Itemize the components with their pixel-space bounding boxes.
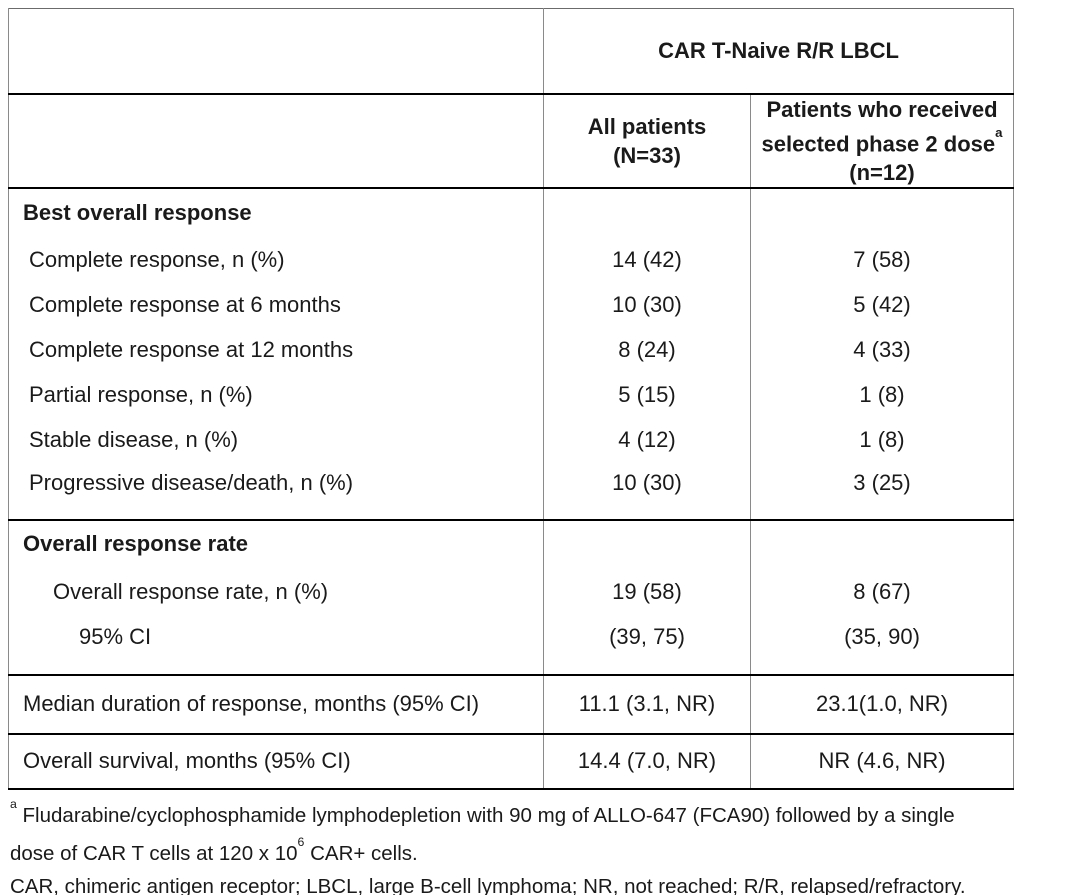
cell-phase2: 1 (8) [749, 372, 1015, 418]
table-row: Complete response at 6 months 10 (30) 5 … [8, 282, 1015, 328]
table-row: Progressive disease/death, n (%) 10 (30)… [8, 462, 1015, 520]
footnote-marker-a: a [10, 797, 17, 812]
empty-corner-cell [8, 8, 544, 95]
cell-all-patients: 10 (30) [543, 282, 751, 328]
cell-phase2: 4 (33) [749, 327, 1015, 373]
empty-header-cell [8, 93, 544, 189]
cell-all-patients: (39, 75) [543, 615, 751, 675]
cell-phase2: 7 (58) [749, 237, 1015, 283]
cell-phase2: (35, 90) [749, 615, 1015, 675]
table-row: CAR T-Naive R/R LBCL [8, 8, 1015, 95]
row-label: Complete response at 12 months [8, 327, 544, 373]
table-row: Complete response, n (%) 14 (42) 7 (58) [8, 237, 1015, 283]
row-label: Complete response at 6 months [8, 282, 544, 328]
cell-all-patients: 14.4 (7.0, NR) [543, 732, 751, 790]
footnote-dose: a Fludarabine/cyclophosphamide lymphodep… [10, 794, 1076, 870]
phase2-line3: (n=12) [849, 159, 915, 185]
table-row: 95% CI (39, 75) (35, 90) [8, 615, 1015, 675]
section-header-best-overall-response: Best overall response [8, 186, 544, 238]
table-row: Overall survival, months (95% CI) 14.4 (… [8, 732, 1015, 790]
cell-phase2: 5 (42) [749, 282, 1015, 328]
footnotes: a Fludarabine/cyclophosphamide lymphodep… [10, 794, 1076, 895]
row-label: Median duration of response, months (95%… [8, 673, 544, 734]
cell-all-patients: 5 (15) [543, 372, 751, 418]
row-label: Progressive disease/death, n (%) [8, 462, 544, 520]
footnote-abbreviations: CAR, chimeric antigen receptor; LBCL, la… [10, 874, 966, 895]
cell-phase2 [749, 186, 1015, 238]
table-row: Overall response rate, n (%) 19 (58) 8 (… [8, 567, 1015, 616]
cell-phase2: 8 (67) [749, 567, 1015, 616]
cell-all-patients: 11.1 (3.1, NR) [543, 673, 751, 734]
cell-phase2: 23.1(1.0, NR) [749, 673, 1015, 734]
row-label: Partial response, n (%) [8, 372, 544, 418]
footnote-dose-line2-part1: dose of CAR T cells at 120 x 10 [10, 841, 298, 865]
footnote-dose-line2-part2: CAR+ cells. [304, 841, 418, 865]
all-patients-line1: All patients [587, 113, 707, 139]
cell-all-patients: 19 (58) [543, 567, 751, 616]
table-row: Best overall response [8, 186, 1015, 238]
phase2-footnote-marker: a [995, 124, 1003, 140]
phase2-line1: Patients who received [766, 96, 998, 122]
all-patients-line2: (N=33) [613, 142, 681, 168]
row-label: Overall response rate, n (%) [8, 567, 544, 616]
row-label: Complete response, n (%) [8, 237, 544, 283]
footnote-dose-line1: Fludarabine/cyclophosphamide lymphodeple… [16, 803, 955, 827]
cell-phase2 [749, 518, 1015, 568]
clinical-results-table: CAR T-Naive R/R LBCL All patients (N=33)… [8, 8, 1015, 790]
table-row: All patients (N=33) Patients who receive… [8, 93, 1015, 189]
table-row: Complete response at 12 months 8 (24) 4 … [8, 327, 1015, 373]
cell-phase2: 1 (8) [749, 417, 1015, 463]
cell-all-patients: 10 (30) [543, 462, 751, 520]
footnote-superscript-6: 6 [297, 835, 305, 850]
group-header-cell: CAR T-Naive R/R LBCL [542, 8, 1015, 95]
table-row: Overall response rate [8, 518, 1015, 568]
table-row: Partial response, n (%) 5 (15) 1 (8) [8, 372, 1015, 418]
phase2-line2: selected phase 2 dose [761, 130, 996, 156]
cell-all-patients: 14 (42) [543, 237, 751, 283]
table-row: Median duration of response, months (95%… [8, 673, 1015, 734]
row-label: Overall survival, months (95% CI) [8, 732, 544, 790]
column-header-phase2: Patients who received selected phase 2 d… [749, 93, 1015, 189]
cell-all-patients [543, 518, 751, 568]
cell-all-patients: 4 (12) [543, 417, 751, 463]
cell-all-patients [543, 186, 751, 238]
column-header-all-patients: All patients (N=33) [543, 93, 751, 189]
cell-phase2: NR (4.6, NR) [749, 732, 1015, 790]
table-row: Stable disease, n (%) 4 (12) 1 (8) [8, 417, 1015, 463]
row-label: 95% CI [8, 615, 544, 675]
cell-all-patients: 8 (24) [543, 327, 751, 373]
cell-phase2: 3 (25) [749, 462, 1015, 520]
section-header-overall-response-rate: Overall response rate [8, 518, 544, 568]
row-label: Stable disease, n (%) [8, 417, 544, 463]
